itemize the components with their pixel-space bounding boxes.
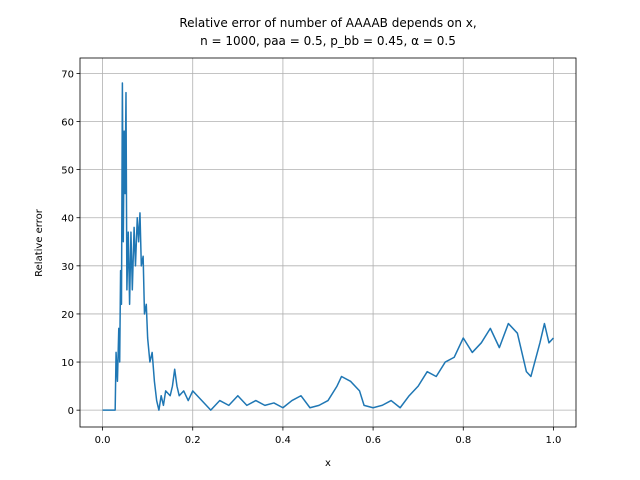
x-tick-label: 0.4	[275, 435, 291, 446]
y-tick-label: 70	[61, 69, 74, 80]
y-tick-label: 10	[61, 358, 74, 369]
plot-frame	[79, 57, 577, 428]
x-axis-label: x	[325, 458, 331, 469]
y-axis-label: Relative error	[34, 208, 45, 277]
x-tick-label: 0.2	[185, 435, 201, 446]
x-tick-label: 1.0	[546, 435, 562, 446]
chart-title: Relative error of number of AAAAB depend…	[179, 16, 476, 30]
y-tick-label: 20	[61, 310, 74, 321]
y-tick-label: 50	[61, 166, 74, 177]
x-tick-label: 0.0	[95, 435, 111, 446]
y-tick-label: 60	[61, 118, 74, 129]
y-tick-label: 30	[61, 262, 74, 273]
x-tick-label: 0.6	[365, 435, 381, 446]
x-tick-label: 0.8	[455, 435, 471, 446]
data-line	[102, 82, 554, 411]
y-tick-label: 40	[61, 214, 74, 225]
chart-title: n = 1000, paa = 0.5, p_bb = 0.45, α = 0.…	[200, 34, 456, 48]
y-tick-label: 0	[68, 406, 74, 417]
